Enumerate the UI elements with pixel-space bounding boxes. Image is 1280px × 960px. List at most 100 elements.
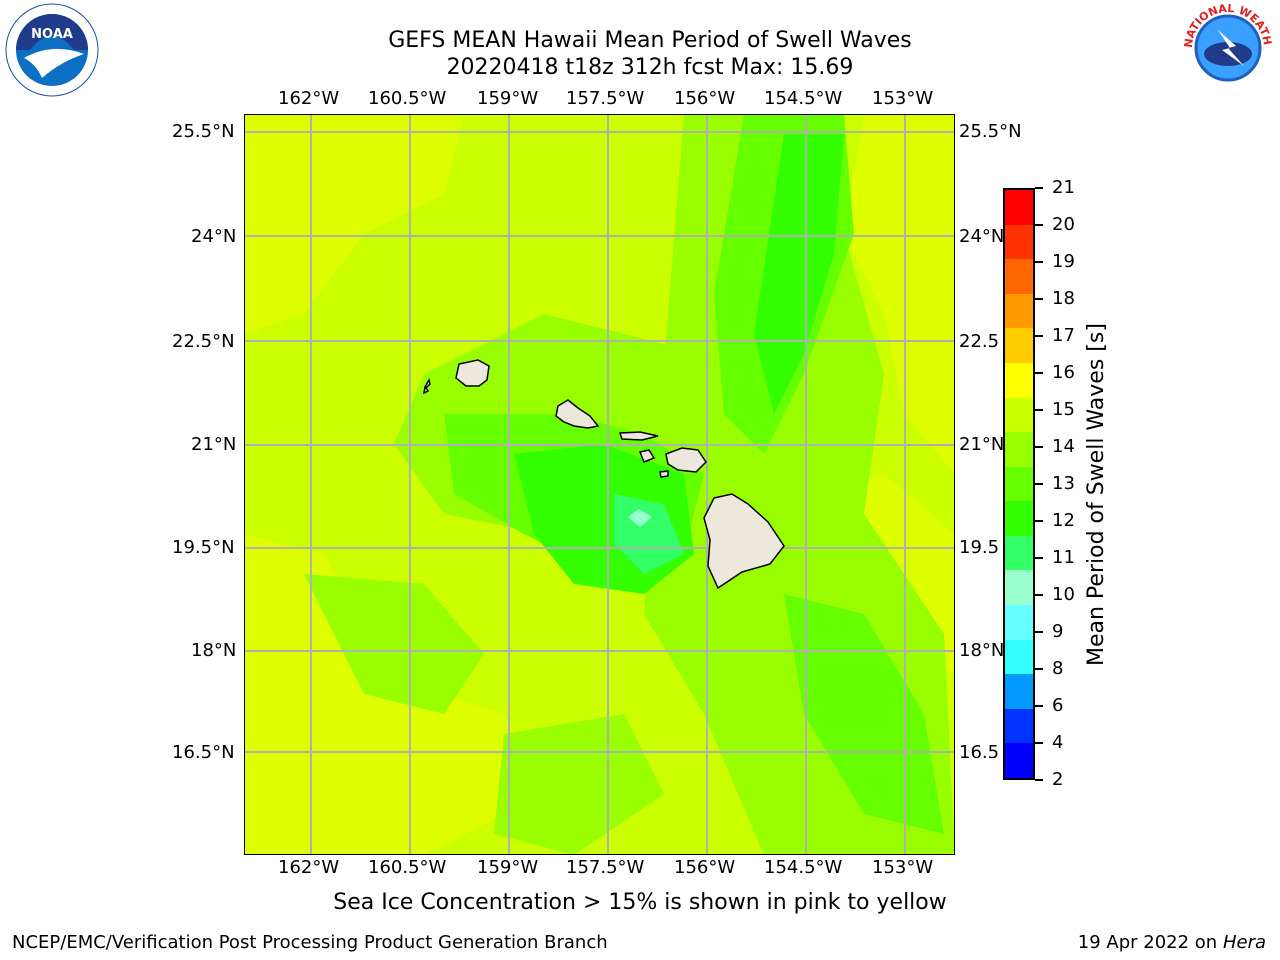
colorbar-tick-mark (1035, 224, 1043, 226)
lat-right-24n: 24°N (959, 226, 1005, 247)
lon-top-153w: 153°W (872, 88, 934, 109)
contour-yellow-ne (844, 114, 955, 474)
colorbar-band (1005, 570, 1033, 606)
island-lanai (638, 449, 656, 463)
colorbar-band (1005, 397, 1033, 433)
colorbar-band (1005, 708, 1033, 744)
island-maui (665, 447, 707, 473)
colorbar-tick-label: 14 (1052, 436, 1075, 457)
colorbar-tick-label: 21 (1052, 177, 1075, 198)
colorbar-tick-label: 10 (1052, 584, 1075, 605)
colorbar-band (1005, 605, 1033, 641)
colorbar-tick-label: 6 (1052, 695, 1064, 716)
colorbar-title: Mean Period of Swell Waves [s] (1084, 323, 1109, 666)
colorbar-tick-mark (1035, 779, 1043, 781)
island-kahoolawe (659, 470, 669, 478)
lon-bottom-157.5w: 157.5°W (566, 857, 645, 878)
colorbar-band (1005, 328, 1033, 364)
colorbar-tick-mark (1035, 705, 1043, 707)
lon-bottom-154.5w: 154.5°W (764, 857, 843, 878)
lon-top-157.5w: 157.5°W (566, 88, 645, 109)
lat-right-22.5n: 22.5 (959, 331, 1000, 352)
footer-date-text: 19 Apr 2022 on (1077, 932, 1223, 953)
lat-left-16.5n: 16.5°N (172, 742, 235, 763)
footer-host: Hera (1222, 932, 1266, 953)
colorbar-tick-mark (1035, 187, 1043, 189)
colorbar-tick-mark (1035, 335, 1043, 337)
lon-bottom-162w: 162°W (278, 857, 340, 878)
footer-producer: NCEP/EMC/Verification Post Processing Pr… (12, 932, 608, 953)
map-plot (243, 113, 956, 856)
lat-right-25.5n: 25.5°N (959, 121, 1022, 142)
colorbar-tick-label: 8 (1052, 658, 1064, 679)
colorbar-band (1005, 190, 1033, 226)
lon-top-162w: 162°W (278, 88, 340, 109)
colorbar-band (1005, 639, 1033, 675)
lat-left-18n: 18°N (191, 640, 237, 661)
island-kauai (455, 359, 490, 387)
lon-bottom-159w: 159°W (477, 857, 539, 878)
lon-bottom-160.5w: 160.5°W (368, 857, 447, 878)
colorbar-band (1005, 432, 1033, 468)
lat-left-22.5n: 22.5°N (172, 331, 235, 352)
colorbar-tick-mark (1035, 557, 1043, 559)
lon-top-159w: 159°W (477, 88, 539, 109)
lat-right-19.5n: 19.5 (959, 537, 1000, 558)
lat-right-18n: 18°N (959, 640, 1005, 661)
colorbar-tick-label: 12 (1052, 510, 1075, 531)
colorbar-band (1005, 293, 1033, 329)
colorbar-band (1005, 743, 1033, 779)
colorbar-tick-labels: 21 20 19 18 17 16 15 14 13 12 11 10 9 8 6 4 2 (1035, 177, 1080, 790)
colorbar-tick-label: 15 (1052, 399, 1075, 420)
colorbar-tick-mark (1035, 668, 1043, 670)
colorbar-band (1005, 466, 1033, 502)
island-oahu (555, 399, 600, 429)
colorbar-tick-mark (1035, 594, 1043, 596)
colorbar-tick-label: 20 (1052, 214, 1075, 235)
footer-date: 19 Apr 2022 on Hera (1078, 932, 1266, 953)
lat-right-21n: 21°N (959, 434, 1005, 455)
contour-10s (614, 494, 684, 574)
chart-title: GEFS MEAN Hawaii Mean Period of Swell Wa… (388, 28, 912, 53)
chart-subtitle: 20220418 t18z 312h fcst Max: 15.69 (446, 55, 854, 80)
contour-11s-north (754, 134, 844, 414)
lon-top-154.5w: 154.5°W (764, 88, 843, 109)
colorbar-tick-label: 16 (1052, 362, 1075, 383)
lat-left-25.5n: 25.5°N (172, 121, 235, 142)
colorbar-tick-label: 4 (1052, 732, 1064, 753)
colorbar-band (1005, 535, 1033, 571)
contour-13s-sw (304, 574, 484, 714)
lat-left-24n: 24°N (191, 226, 237, 247)
colorbar-tick-mark (1035, 631, 1043, 633)
island-niihau (423, 378, 431, 395)
noaa-logo: NOAA (2, 2, 102, 102)
colorbar-tick-mark (1035, 520, 1043, 522)
colorbar-tick-label: 18 (1052, 288, 1075, 309)
colorbar-tick-mark (1035, 483, 1043, 485)
colorbar-tick-mark (1035, 261, 1043, 263)
lat-left-21n: 21°N (191, 434, 237, 455)
lat-left-19.5n: 19.5°N (172, 537, 235, 558)
colorbar-tick-label: 2 (1052, 769, 1064, 790)
colorbar-band (1005, 674, 1033, 710)
graticule (244, 114, 955, 855)
colorbar-tick-mark (1035, 446, 1043, 448)
island-molokai (618, 431, 659, 441)
colorbar-tick-label: 17 (1052, 325, 1075, 346)
lon-bottom-153w: 153°W (872, 857, 934, 878)
colorbar-tick-mark (1035, 372, 1043, 374)
colorbar (1003, 188, 1035, 780)
colorbar-band (1005, 259, 1033, 295)
colorbar-tick-mark (1035, 409, 1043, 411)
lon-bottom-156w: 156°W (674, 857, 736, 878)
svg-text:NOAA: NOAA (31, 27, 73, 42)
contour-9s (628, 509, 652, 527)
lon-top-160.5w: 160.5°W (368, 88, 447, 109)
sea-ice-note: Sea Ice Concentration > 15% is shown in … (333, 890, 947, 915)
colorbar-tick-label: 11 (1052, 547, 1075, 568)
islands (423, 359, 785, 590)
island-hawaii (703, 493, 785, 590)
nws-logo: NATIONAL WEATHER SERVICE (1174, 0, 1278, 100)
lon-top-156w: 156°W (674, 88, 736, 109)
colorbar-tick-label: 9 (1052, 621, 1064, 642)
